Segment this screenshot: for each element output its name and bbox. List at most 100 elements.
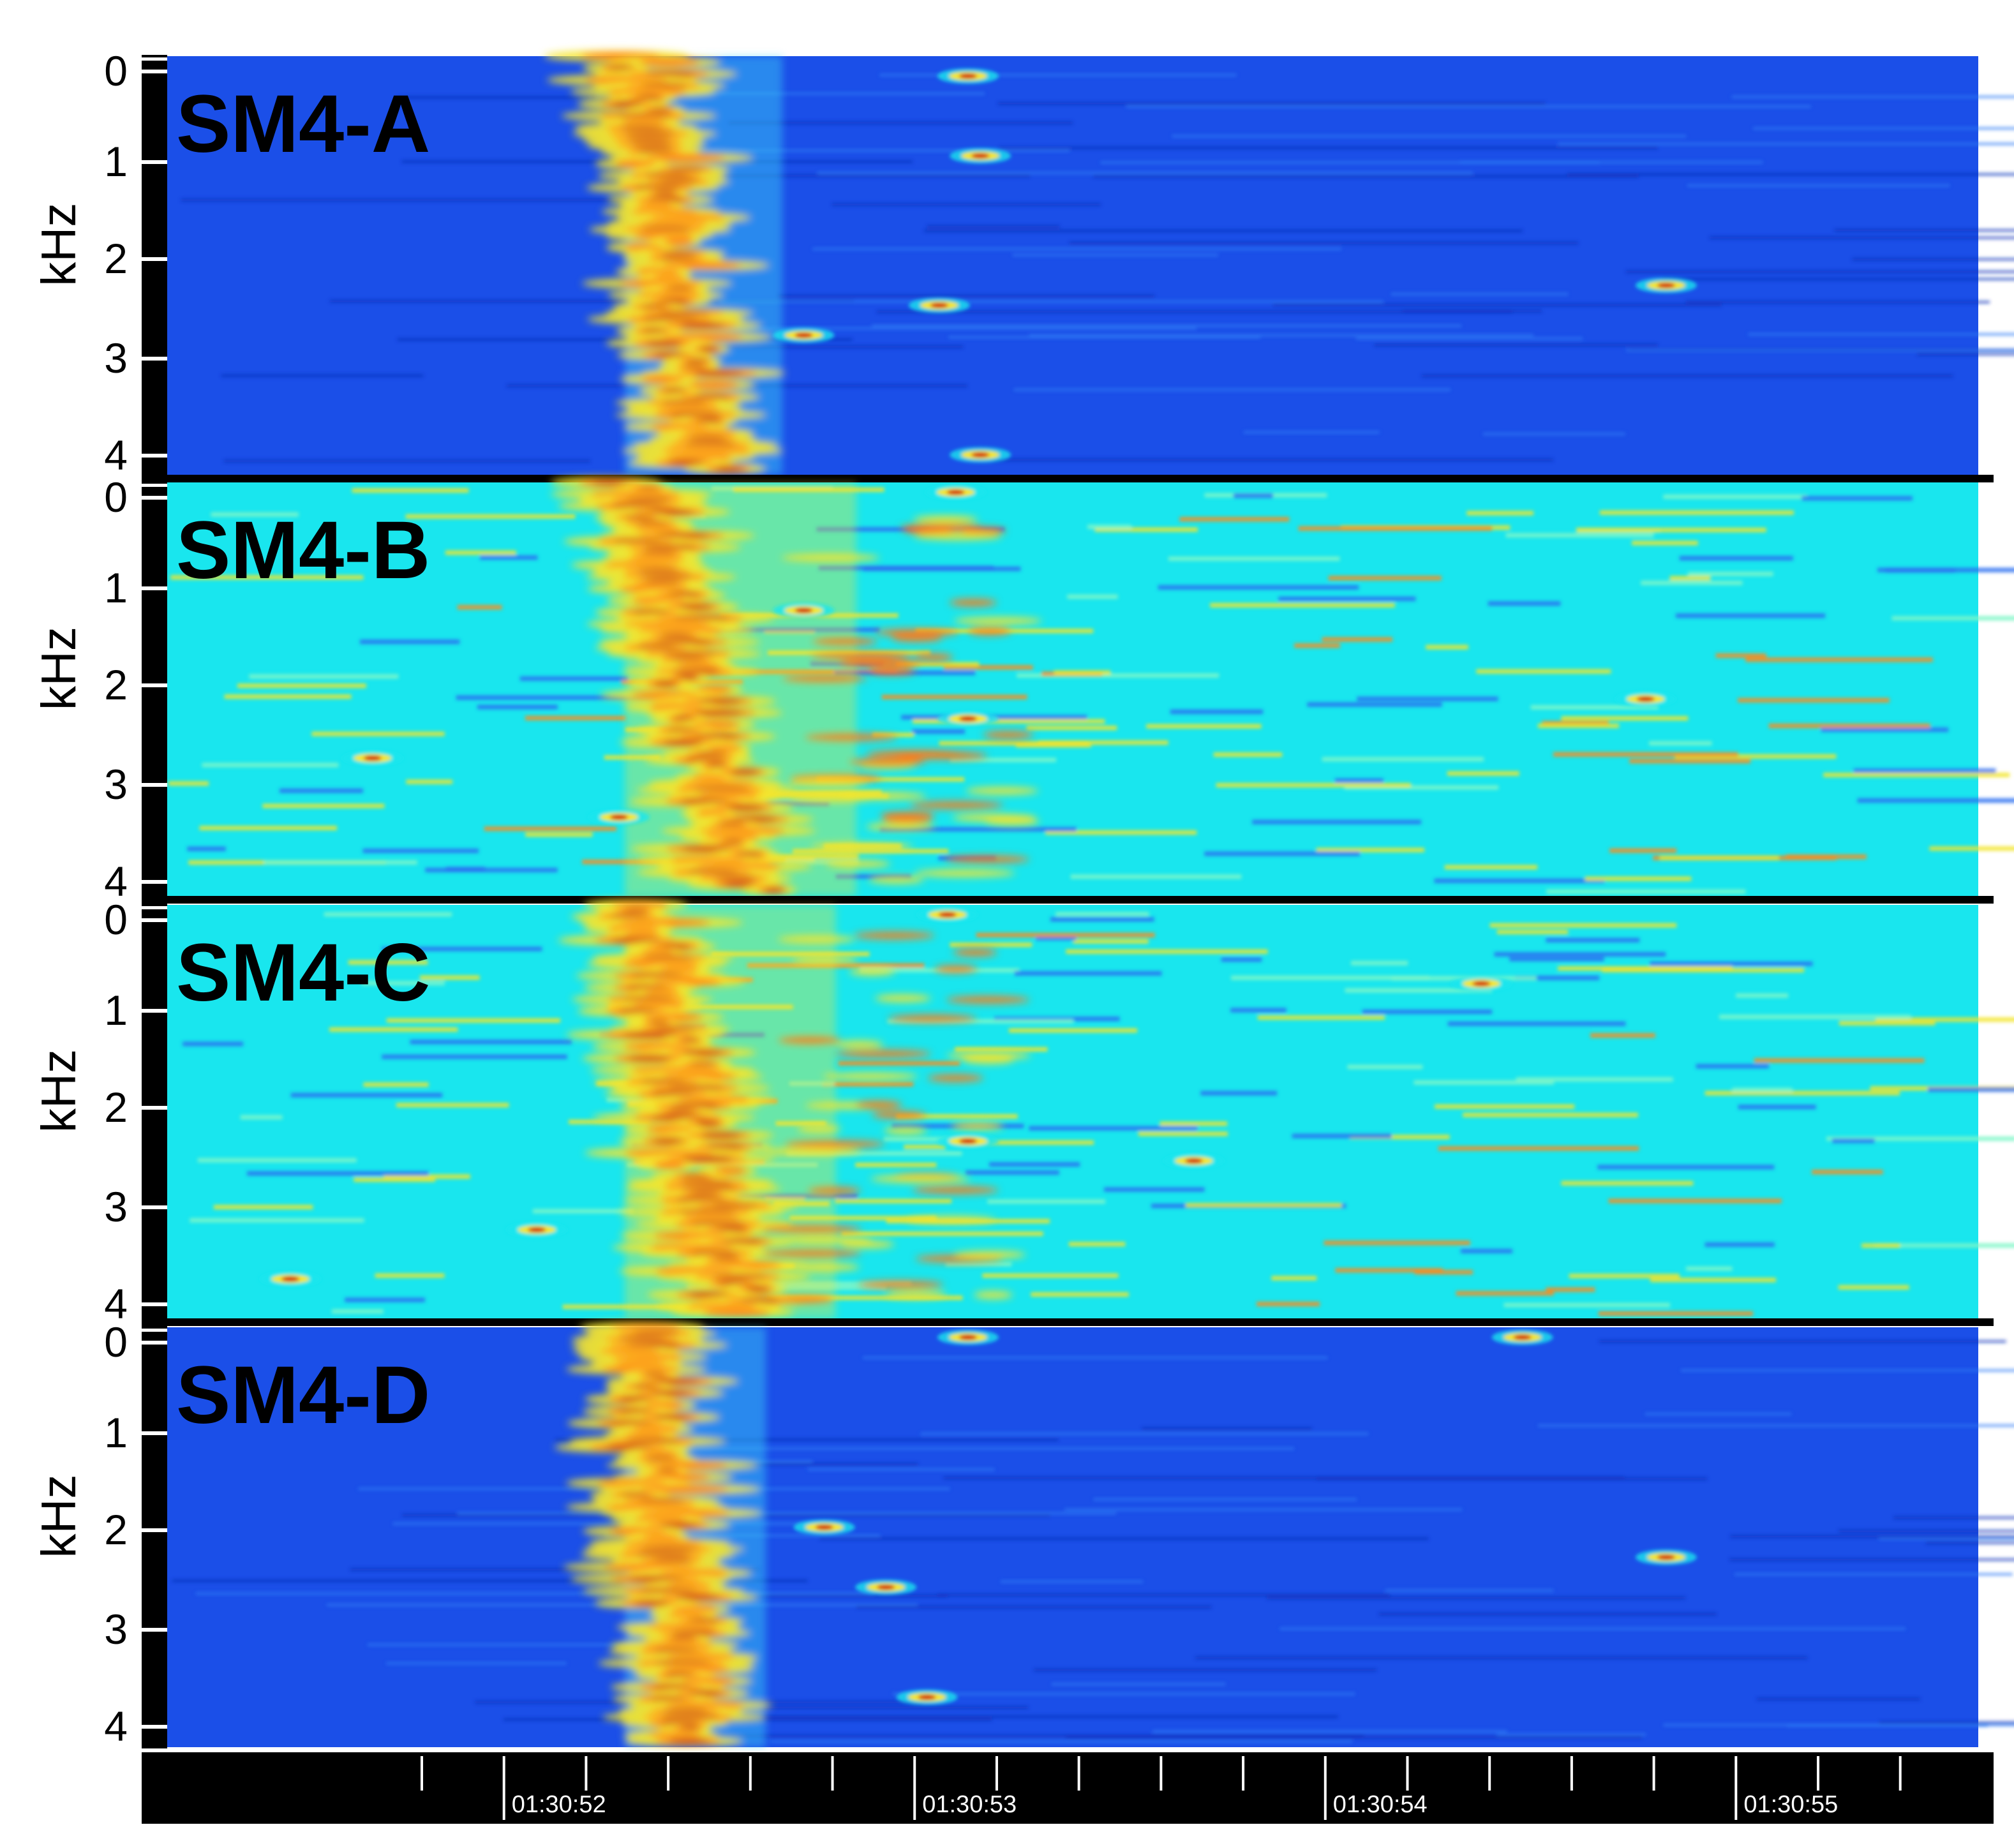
x-minor-tick [1570,1756,1573,1791]
y-tick-label: 0 [104,47,128,94]
y-tick-mark [142,683,167,687]
y-tick-mark [142,357,167,361]
panel-sm4-b: 0 1 2 3 4 kHz SM4-B [32,473,2014,905]
echo-spots [793,1329,1697,1705]
call-band [554,1322,773,1747]
time-axis: 01:30:52 01:30:53 01:30:54 01:30:55 [142,1752,1994,1824]
x-minor-tick [1817,1756,1820,1791]
y-tick-mark [142,496,167,500]
y-tick-label: 4 [104,858,128,905]
y-tick-mark [142,1528,167,1532]
y-tick-label: 1 [104,138,128,185]
echo-spots [260,907,1512,1287]
y-tick-mark [142,1341,167,1345]
time-axis-ticks [420,1756,1902,1820]
x-minor-tick [1898,1756,1902,1791]
x-tick-label: 01:30:55 [1743,1791,1838,1818]
y-tick-label: 4 [104,1280,128,1327]
panel-label: SM4-B [176,505,430,596]
y-tick-label: 1 [104,987,128,1034]
y-axis-label: kHz [32,627,86,710]
x-minor-tick [667,1756,670,1791]
x-major-tick [913,1756,916,1820]
x-minor-tick [1488,1756,1491,1791]
x-minor-tick [995,1756,998,1791]
panel-separator [142,896,1994,904]
y-tick-mark [142,880,167,884]
y-tick-label: 4 [104,1703,128,1750]
y-tick-label: 1 [104,564,128,611]
noise-streaks [172,1340,2014,1743]
y-tick-label: 3 [104,1606,128,1653]
time-axis-bar [142,1752,1994,1824]
x-major-tick [1734,1756,1738,1820]
y-tick-label: 3 [104,334,128,382]
y-tick-mark [142,70,167,73]
y-axis-strip [142,481,167,897]
y-tick-label: 3 [104,761,128,808]
boundary-tick [142,57,167,61]
panel-label: SM4-C [176,927,430,1018]
x-minor-tick [1242,1756,1245,1791]
y-tick-label: 2 [104,661,128,708]
y-axis-strip [142,904,167,1320]
x-tick-label: 01:30:53 [922,1791,1017,1818]
y-tick-mark [142,783,167,787]
y-tick-mark [142,918,167,922]
y-tick-mark [142,160,167,164]
x-minor-tick [1077,1756,1080,1791]
y-axis-label: kHz [32,1475,86,1558]
y-tick-label: 2 [104,1506,128,1553]
spectrogram-background [167,56,1978,475]
y-tick-mark [142,1009,167,1013]
x-minor-tick [831,1756,834,1791]
y-tick-label: 4 [104,431,128,479]
y-tick-label: 0 [104,1318,128,1366]
y-tick-mark [142,257,167,261]
y-tick-mark [142,1106,167,1110]
call-band [550,477,1042,896]
boundary-tick [142,906,167,909]
panel-label: SM4-D [176,1350,430,1441]
y-tick-label: 3 [104,1183,128,1230]
call-band [544,50,786,475]
y-tick-label: 2 [104,1084,128,1131]
y-axis-strip [142,1326,167,1748]
y-tick-label: 0 [104,473,128,521]
spectrogram-background [167,1327,1978,1747]
x-tick-label: 01:30:52 [512,1791,606,1818]
y-tick-label: 2 [104,235,128,282]
echo-spots [341,484,1676,825]
y-tick-label: 1 [104,1409,128,1456]
x-minor-tick [1652,1756,1655,1791]
echo-spots [773,68,1697,463]
panel-separator [142,1318,1994,1326]
y-tick-label: 0 [104,896,128,943]
x-tick-label: 01:30:54 [1333,1791,1428,1818]
y-axis-strip [142,55,167,476]
boundary-tick [142,484,167,487]
y-tick-mark [142,1628,167,1632]
panel-sm4-d: 0 1 2 3 4 kHz SM4-D [32,1318,2014,1750]
panel-label: SM4-A [176,78,430,170]
y-tick-mark [142,454,167,458]
y-tick-mark [142,1205,167,1209]
panel-separator [142,475,1994,482]
y-tick-mark [142,1302,167,1306]
boundary-tick [142,1329,167,1332]
x-minor-tick [585,1756,588,1791]
spectrogram-panels: 01234kHzSM4-A01234kHzSM4-B01234kHzSM4-C0… [32,47,2014,1750]
x-minor-tick [749,1756,752,1791]
time-axis-labels: 01:30:52 01:30:53 01:30:54 01:30:55 [512,1791,1839,1818]
y-axis-label: kHz [32,203,86,287]
y-tick-mark [142,586,167,590]
y-tick-mark [142,1431,167,1435]
y-axis-label: kHz [32,1049,86,1133]
panel-sm4-c: 0 1 2 3 4 kHz SM4-C [32,896,2014,1327]
x-minor-tick [1406,1756,1409,1791]
x-minor-tick [420,1756,423,1791]
x-major-tick [502,1756,505,1820]
x-major-tick [1324,1756,1327,1820]
call-band [558,899,1031,1318]
